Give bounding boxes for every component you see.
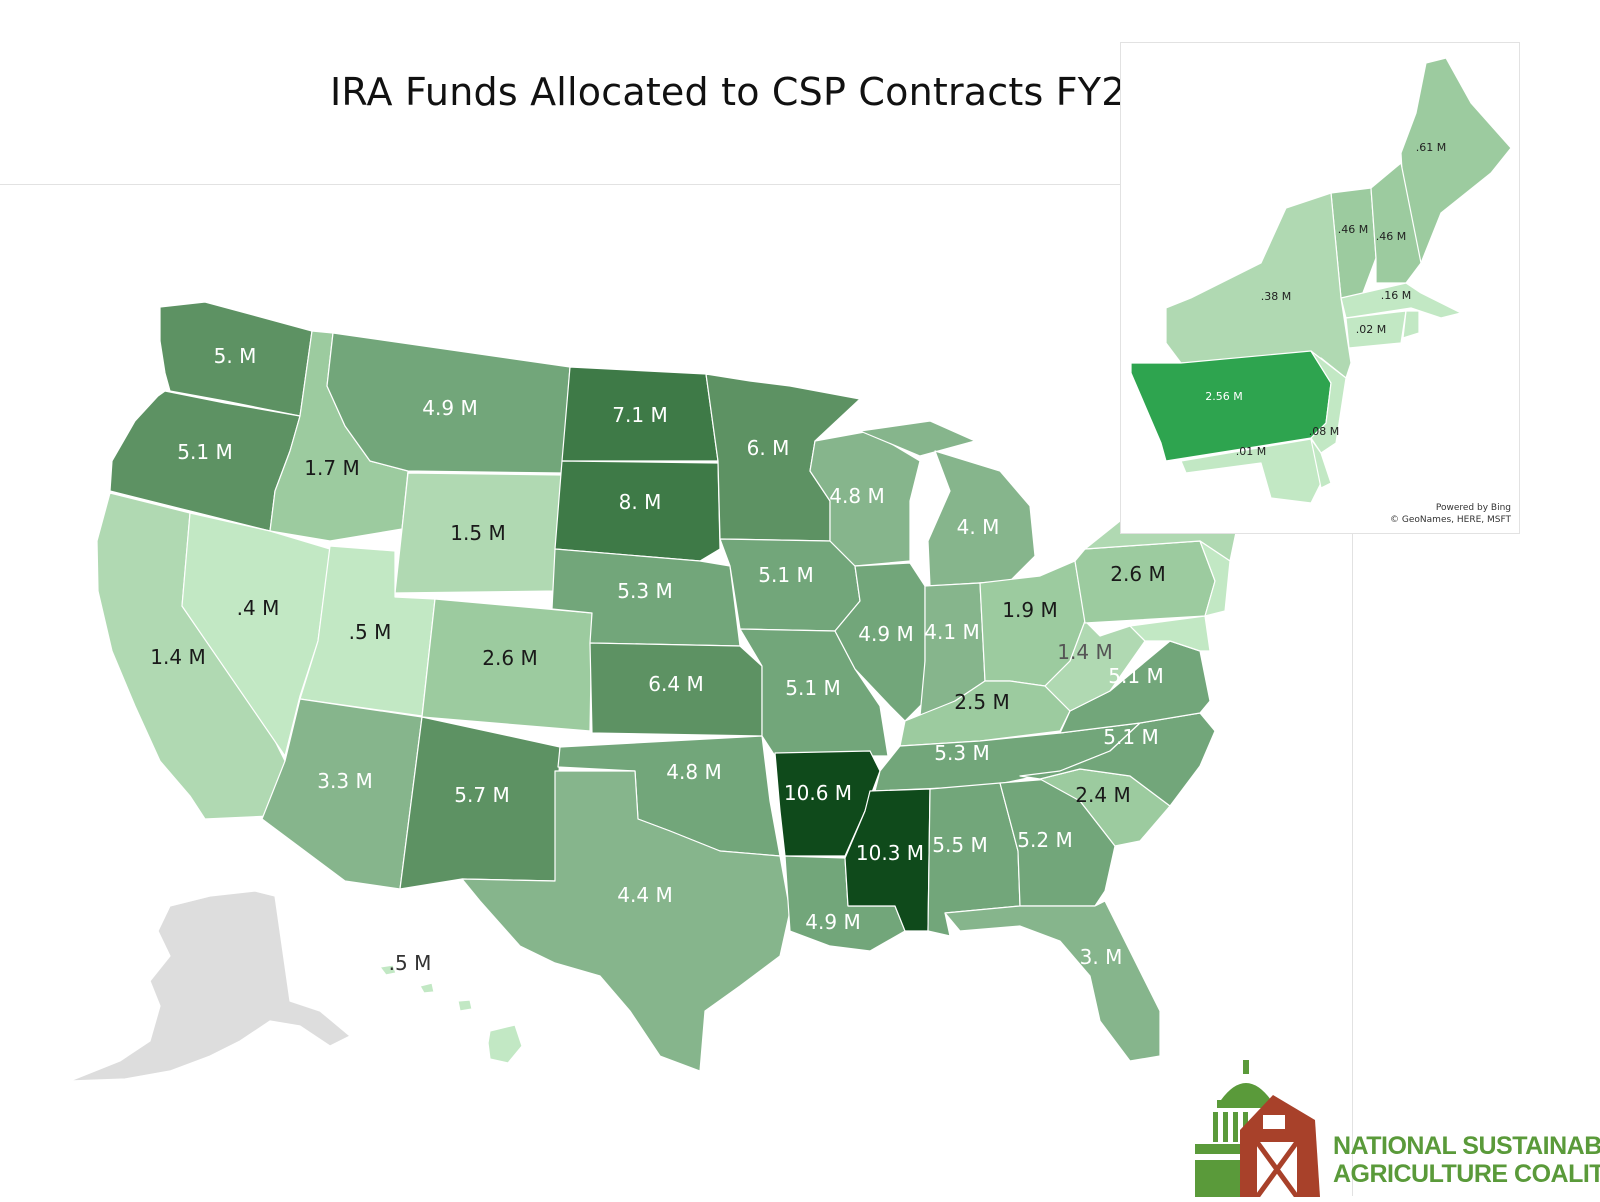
state-value-label-sc: 2.4 M [1075, 783, 1130, 807]
state-ak [69, 890, 351, 1082]
state-value-label-ia: 5.1 M [758, 563, 813, 587]
inset-value-label-me: .61 M [1416, 141, 1446, 154]
logo-text-line2: AGRICULTURE COALITION [1333, 1160, 1600, 1188]
state-value-label-or: 5.1 M [177, 440, 232, 464]
state-value-label-mo: 5.1 M [785, 676, 840, 700]
state-value-label-mi: 4. M [957, 515, 1000, 539]
state-value-label-wi: 4.8 M [829, 484, 884, 508]
state-value-label-mn: 6. M [747, 436, 790, 460]
inset-state-ny [1165, 192, 1352, 379]
state-wa [159, 301, 313, 417]
inset-value-label-pa: 2.56 M [1205, 390, 1242, 403]
state-value-label-va: 5.1 M [1108, 664, 1163, 688]
northeast-inset-map[interactable]: .61 M .46 M .46 M .38 M .16 M .02 M 2.56 M .08 … [1120, 42, 1520, 534]
state-co [421, 598, 593, 732]
logo-text-line1: NATIONAL SUSTAINABLE [1333, 1132, 1600, 1160]
state-value-label-mt: 4.9 M [422, 396, 477, 420]
inset-value-label-nj: .08 M [1309, 425, 1339, 438]
inset-value-label-vt: .46 M [1338, 223, 1368, 236]
state-value-label-az: 3.3 M [317, 769, 372, 793]
state-value-label-nm: 5.7 M [454, 783, 509, 807]
state-or [109, 390, 301, 532]
state-value-label-ky: 2.5 M [954, 690, 1009, 714]
state-value-label-fl: 3. M [1080, 945, 1123, 969]
inset-credit-line1: Powered by Bing [1435, 503, 1511, 513]
state-value-label-ms: 10.3 M [856, 841, 924, 865]
state-wi [809, 430, 921, 567]
inset-state-de [1310, 438, 1332, 489]
state-value-label-tx: 4.4 M [617, 883, 672, 907]
inset-value-label-ct: .02 M [1356, 323, 1386, 336]
inset-state-me [1400, 57, 1512, 264]
inset-value-label-ma: .16 M [1381, 289, 1411, 302]
state-value-label-ks: 6.4 M [648, 672, 703, 696]
state-value-label-co: 2.6 M [482, 646, 537, 670]
state-md [1129, 615, 1211, 652]
inset-state-ct [1345, 310, 1407, 349]
state-nc [1019, 712, 1216, 807]
state-value-label-in: 4.1 M [924, 620, 979, 644]
state-value-label-sd: 8. M [619, 490, 662, 514]
state-value-label-la: 4.9 M [805, 910, 860, 934]
state-value-label-oh: 1.9 M [1002, 598, 1057, 622]
northeast-inset-svg: .61 M .46 M .46 M .38 M .16 M .02 M 2.56 M .08 … [1130, 57, 1512, 504]
state-value-label-nd: 7.1 M [612, 403, 667, 427]
state-sd [554, 460, 721, 562]
capitol-barn-logo-icon [1195, 1060, 1320, 1199]
inset-value-label-md: .01 M [1236, 445, 1266, 458]
state-value-label-id: 1.7 M [304, 456, 359, 480]
inset-value-label-nh: .46 M [1376, 230, 1406, 243]
state-value-label-wv: 1.4 M [1057, 640, 1112, 664]
state-value-label-il: 4.9 M [858, 622, 913, 646]
state-fl [944, 900, 1161, 1062]
state-value-label-pa: 2.6 M [1110, 562, 1165, 586]
map-title: IRA Funds Allocated to CSP Contracts FY2… [330, 70, 1199, 114]
state-value-label-wa: 5. M [214, 344, 257, 368]
state-value-label-al: 5.5 M [932, 833, 987, 857]
state-value-label-wy: 1.5 M [450, 521, 505, 545]
nsac-logo: NATIONAL SUSTAINABLE AGRICULTURE COALITI… [1195, 1060, 1600, 1199]
state-value-label-hi: .5 M [389, 951, 432, 975]
state-value-label-nc: 5.1 M [1103, 725, 1158, 749]
state-value-label-ne: 5.3 M [617, 579, 672, 603]
state-value-label-ok: 4.8 M [666, 760, 721, 784]
state-value-label-ga: 5.2 M [1017, 828, 1072, 852]
state-wy [394, 472, 563, 594]
state-value-label-tn: 5.3 M [934, 741, 989, 765]
state-value-label-nv: .4 M [237, 596, 280, 620]
us-choropleth-map[interactable]: 5. M 5.1 M 1.7 M 4.9 M 7.1 M 6. M 8. M 1.5 M 4.8… [0, 185, 1353, 1197]
state-hi [379, 964, 523, 1064]
main-map-frame: 5. M 5.1 M 1.7 M 4.9 M 7.1 M 6. M 8. M 1.5 M 4.8… [0, 184, 1353, 1196]
inset-state-ri [1402, 310, 1420, 339]
state-nj [1199, 540, 1231, 617]
state-value-label-ar: 10.6 M [784, 781, 852, 805]
inset-value-label-ny: .38 M [1261, 290, 1291, 303]
state-tx [461, 770, 791, 1072]
inset-credit-line2: © GeoNames, HERE, MSFT [1390, 515, 1511, 525]
state-value-label-ca: 1.4 M [150, 645, 205, 669]
state-value-label-ut: .5 M [349, 620, 392, 644]
state-il [834, 562, 926, 722]
